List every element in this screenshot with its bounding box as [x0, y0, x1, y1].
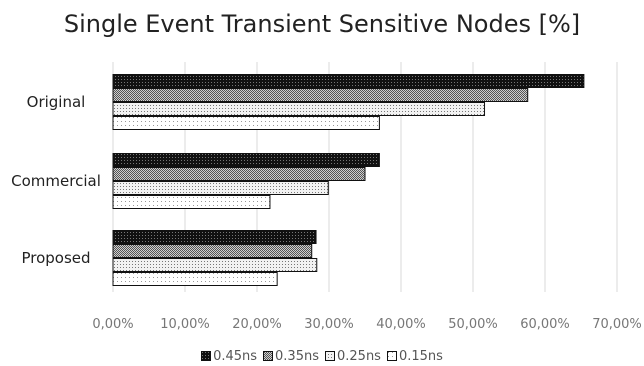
chart-title: Single Event Transient Sensitive Nodes [… [63, 10, 581, 38]
legend-item: 0.45ns [201, 350, 257, 364]
x-tick-label: 40,00% [376, 317, 426, 332]
legend-item: 0.35ns [263, 350, 319, 364]
x-tick-label: 20,00% [232, 317, 282, 332]
bar-proposed-0-25ns [112, 258, 318, 272]
category-label: Proposed [21, 249, 90, 267]
bars [112, 74, 585, 286]
x-tick-label: 60,00% [520, 317, 570, 332]
x-tick-label: 50,00% [448, 317, 498, 332]
legend-item: 0.15ns [386, 349, 443, 364]
bar-proposed-0-35ns [112, 244, 313, 258]
bar-proposed-0-45ns [112, 230, 317, 244]
category-label: Commercial [11, 172, 101, 190]
legend: 0.45ns 0.35ns 0.25ns 0.15ns [0, 350, 644, 364]
bar-original-0-25ns [112, 102, 486, 116]
category-label: Original [27, 93, 86, 111]
bar-proposed-0-15ns [112, 272, 278, 286]
x-tick-label: 10,00% [160, 317, 210, 332]
bar-commercial-0-35ns [112, 167, 366, 181]
legend-swatch [201, 351, 212, 361]
x-axis-ticks: 0,00% 10,00% 20,00% 30,00% 40,00% 50,00% 60,00… [92, 317, 641, 332]
legend-item: 0.25ns [325, 350, 381, 364]
bar-original-0-35ns [112, 88, 529, 102]
x-tick-label: 70,00% [592, 317, 642, 332]
legend-swatch [386, 351, 397, 361]
legend-swatch [325, 351, 335, 361]
legend-label: 0.35ns [275, 349, 319, 364]
bar-commercial-0-15ns [112, 195, 271, 209]
bar-commercial-0-25ns [112, 181, 329, 195]
legend-label: 0.45ns [213, 349, 258, 364]
bar-original-0-45ns [112, 74, 585, 88]
x-tick-label: 0,00% [92, 317, 133, 332]
legend-label: 0.25ns [337, 349, 381, 364]
bar-original-0-15ns [112, 116, 380, 130]
bar-commercial-0-45ns [112, 153, 380, 167]
legend-label: 0.15ns [398, 349, 443, 364]
legend-swatch [263, 351, 274, 361]
category-labels: Original Commercial Proposed [11, 93, 101, 267]
x-tick-label: 30,00% [304, 317, 354, 332]
